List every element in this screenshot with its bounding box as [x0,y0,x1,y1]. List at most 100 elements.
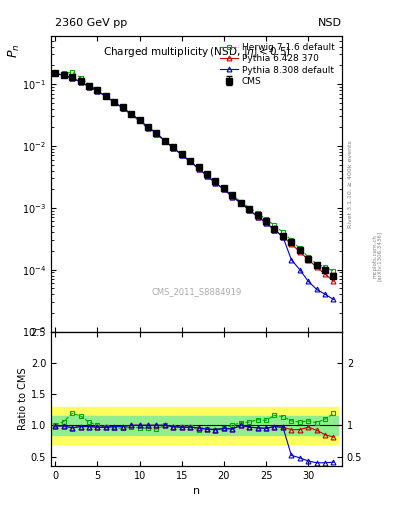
Pythia 8.308 default [323,291,327,297]
Pythia 6.428 370 [205,173,209,179]
Pythia 6.428 370 [61,72,66,78]
Pythia 8.308 default [264,220,268,226]
Pythia 8.308 default [61,72,66,78]
Pythia 8.308 default [171,145,176,151]
Pythia 8.308 default [120,105,125,111]
Herwig 7.1.6 default [95,87,100,93]
Pythia 8.308 default [129,111,134,117]
Pythia 8.308 default [154,130,159,136]
Herwig 7.1.6 default [171,145,176,151]
Herwig 7.1.6 default [137,118,142,124]
Pythia 6.428 370 [213,180,218,186]
Pythia 8.308 default [53,70,58,76]
Pythia 6.428 370 [196,165,201,172]
Pythia 6.428 370 [230,194,235,200]
Pythia 8.308 default [331,296,336,303]
Herwig 7.1.6 default [70,69,75,75]
Herwig 7.1.6 default [331,268,336,274]
Pythia 8.308 default [255,214,260,220]
Herwig 7.1.6 default [230,192,235,198]
Herwig 7.1.6 default [196,166,201,172]
Pythia 8.308 default [230,194,235,200]
Pythia 8.308 default [281,233,285,240]
Herwig 7.1.6 default [281,229,285,236]
Herwig 7.1.6 default [154,132,159,138]
Pythia 8.308 default [196,165,201,172]
Text: [arXiv:1306.3436]: [arXiv:1306.3436] [377,231,382,281]
Pythia 6.428 370 [247,207,252,213]
Herwig 7.1.6 default [239,199,243,205]
Pythia 8.308 default [179,152,184,158]
Pythia 8.308 default [112,99,117,105]
Pythia 8.308 default [137,117,142,123]
Pythia 6.428 370 [306,257,310,263]
Pythia 8.308 default [205,173,209,179]
Pythia 8.308 default [298,267,302,273]
Pythia 8.308 default [306,278,310,284]
Herwig 7.1.6 default [264,216,268,222]
Herwig 7.1.6 default [129,112,134,118]
Pythia 8.308 default [70,75,75,81]
Herwig 7.1.6 default [146,125,151,132]
Text: mcplots.cern.ch: mcplots.cern.ch [373,234,378,278]
Legend: Herwig 7.1.6 default, Pythia 6.428 370, Pythia 8.308 default, CMS: Herwig 7.1.6 default, Pythia 6.428 370, … [218,40,338,89]
Pythia 6.428 370 [323,271,327,277]
Y-axis label: Ratio to CMS: Ratio to CMS [18,368,28,430]
Pythia 8.308 default [272,227,277,233]
Pythia 8.308 default [163,138,167,144]
Herwig 7.1.6 default [78,75,83,81]
Herwig 7.1.6 default [61,70,66,76]
Pythia 6.428 370 [163,138,167,144]
Pythia 8.308 default [103,93,108,99]
Herwig 7.1.6 default [314,261,319,267]
Herwig 7.1.6 default [53,71,58,77]
Pythia 8.308 default [247,207,252,213]
Pythia 6.428 370 [264,220,268,226]
Pythia 6.428 370 [103,93,108,99]
Pythia 6.428 370 [137,117,142,123]
Pythia 6.428 370 [239,200,243,206]
Pythia 8.308 default [78,79,83,85]
Line: Herwig 7.1.6 default: Herwig 7.1.6 default [53,70,336,273]
Pythia 6.428 370 [298,249,302,255]
Text: CMS_2011_S8884919: CMS_2011_S8884919 [151,287,242,296]
Herwig 7.1.6 default [120,105,125,112]
Pythia 8.308 default [95,88,100,94]
Line: Pythia 6.428 370: Pythia 6.428 370 [53,71,336,284]
Pythia 6.428 370 [222,186,226,192]
Pythia 6.428 370 [129,111,134,117]
Herwig 7.1.6 default [255,210,260,216]
Herwig 7.1.6 default [213,180,218,186]
Herwig 7.1.6 default [222,186,226,192]
Line: Pythia 8.308 default: Pythia 8.308 default [53,71,336,302]
Herwig 7.1.6 default [289,237,294,243]
Herwig 7.1.6 default [272,222,277,228]
Pythia 6.428 370 [179,152,184,158]
Pythia 8.308 default [239,200,243,206]
Pythia 6.428 370 [154,130,159,136]
Pythia 8.308 default [87,83,92,90]
Pythia 6.428 370 [120,105,125,111]
Pythia 6.428 370 [70,75,75,81]
Pythia 8.308 default [188,158,193,164]
Herwig 7.1.6 default [103,93,108,99]
Herwig 7.1.6 default [298,245,302,251]
Text: Rivet 3.1.10, ≥ 400k events: Rivet 3.1.10, ≥ 400k events [348,140,353,227]
Herwig 7.1.6 default [188,158,193,164]
Herwig 7.1.6 default [179,152,184,158]
Pythia 6.428 370 [171,145,176,151]
Herwig 7.1.6 default [87,81,92,88]
Pythia 6.428 370 [289,241,294,247]
Herwig 7.1.6 default [247,205,252,211]
Text: 2360 GeV pp: 2360 GeV pp [55,18,127,28]
Pythia 8.308 default [289,257,294,263]
Herwig 7.1.6 default [112,99,117,105]
Pythia 8.308 default [314,286,319,292]
Pythia 6.428 370 [112,99,117,105]
Text: NSD: NSD [318,18,342,28]
Pythia 6.428 370 [87,83,92,90]
Pythia 8.308 default [146,124,151,131]
Herwig 7.1.6 default [323,264,327,270]
Pythia 8.308 default [213,180,218,186]
Pythia 6.428 370 [255,214,260,220]
